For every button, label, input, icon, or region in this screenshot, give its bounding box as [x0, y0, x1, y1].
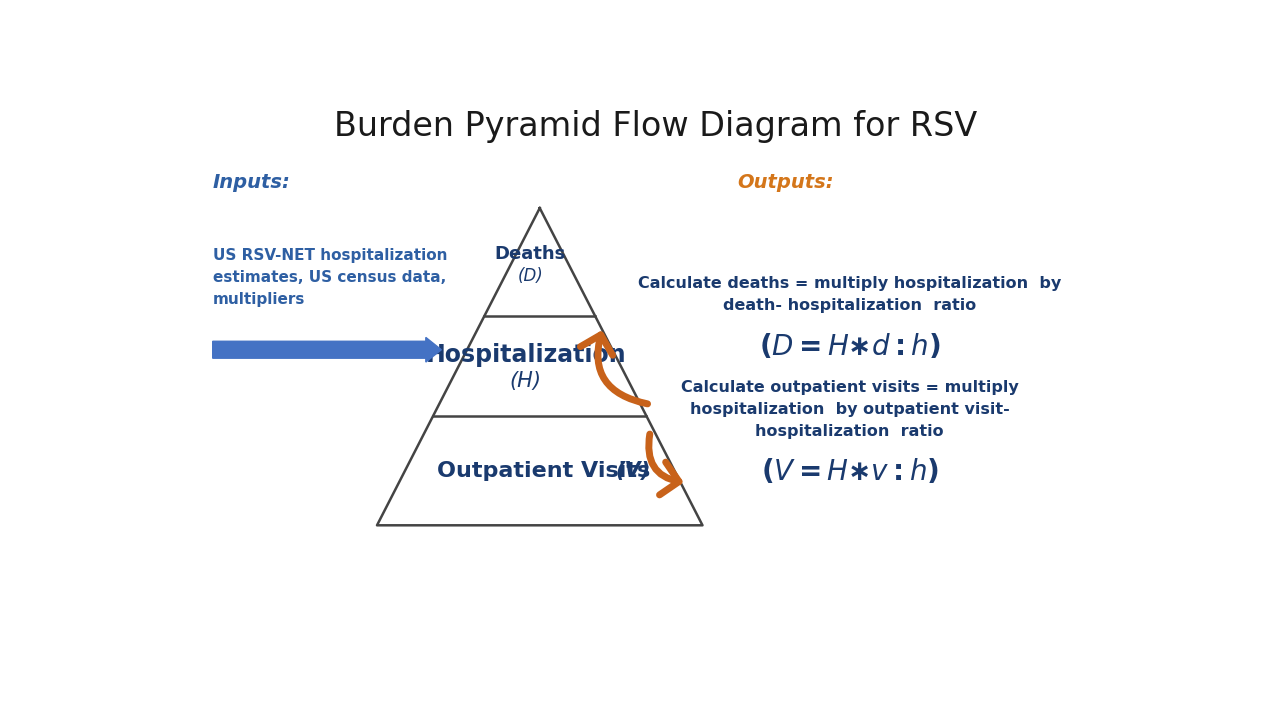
Text: Burden Pyramid Flow Diagram for RSV: Burden Pyramid Flow Diagram for RSV: [334, 110, 978, 143]
FancyArrow shape: [212, 338, 442, 362]
Text: Inputs:: Inputs:: [212, 173, 291, 192]
Text: (H): (H): [509, 372, 541, 391]
Text: Outputs:: Outputs:: [737, 173, 833, 192]
Text: US RSV-NET hospitalization
estimates, US census data,
multipliers: US RSV-NET hospitalization estimates, US…: [212, 248, 447, 307]
Text: Calculate outpatient visits = multiply
hospitalization  by outpatient visit-
hos: Calculate outpatient visits = multiply h…: [681, 380, 1019, 439]
FancyArrowPatch shape: [580, 335, 648, 404]
Text: (V): (V): [616, 461, 650, 481]
Text: (D): (D): [517, 267, 543, 285]
Text: $\mathbf{(}$$\mathit{D}$$\mathbf{ = }$$\mathit{H}$$\mathbf{ \ast }$$\mathit{d}$$: $\mathbf{(}$$\mathit{D}$$\mathbf{ = }$$\…: [759, 332, 941, 361]
Text: Hospitalization: Hospitalization: [425, 343, 626, 367]
Text: $\mathbf{(}$$\mathit{V}$$\mathbf{= }$$\mathit{H}$$\mathbf{ \ast }$$\mathit{v}$$\: $\mathbf{(}$$\mathit{V}$$\mathbf{= }$$\m…: [760, 457, 938, 486]
FancyArrowPatch shape: [649, 434, 678, 495]
Text: Calculate deaths = multiply hospitalization  by
death- hospitalization  ratio: Calculate deaths = multiply hospitalizat…: [639, 276, 1061, 313]
Text: Outpatient Visits: Outpatient Visits: [436, 461, 658, 481]
Text: Deaths: Deaths: [495, 246, 566, 264]
